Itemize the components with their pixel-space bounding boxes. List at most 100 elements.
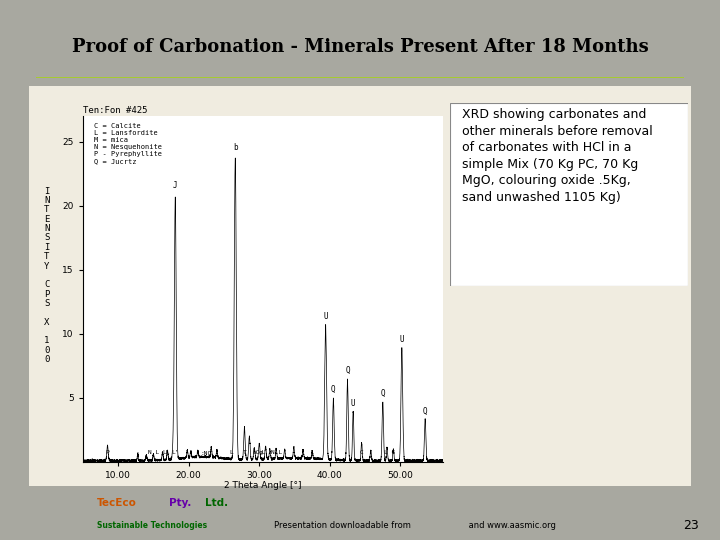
Text: b: b <box>233 143 238 152</box>
Bar <box>36 77 684 78</box>
Text: N L: N L <box>271 450 282 455</box>
Text: Proof of Carbonation - Minerals Present After 18 Months: Proof of Carbonation - Minerals Present … <box>71 38 649 56</box>
Bar <box>36 77 684 78</box>
Bar <box>36 77 684 78</box>
Bar <box>36 77 684 78</box>
Text: Q: Q <box>331 385 336 394</box>
Text: L: L <box>229 450 233 455</box>
Bar <box>36 77 684 78</box>
X-axis label: 2 Theta Angle [°]: 2 Theta Angle [°] <box>224 481 302 490</box>
Bar <box>36 77 684 78</box>
Text: LL: LL <box>162 450 170 455</box>
Text: 23: 23 <box>683 519 698 532</box>
Text: -: - <box>136 450 140 455</box>
Text: J: J <box>173 181 178 190</box>
Bar <box>36 77 684 78</box>
Bar <box>36 77 684 78</box>
Bar <box>36 77 684 78</box>
Text: qL: qL <box>259 450 266 455</box>
Bar <box>36 77 684 78</box>
Bar <box>36 77 684 78</box>
Bar <box>36 77 684 78</box>
Text: TecEco: TecEco <box>97 498 137 508</box>
Bar <box>36 77 684 78</box>
Bar <box>36 77 684 78</box>
Bar <box>36 77 684 78</box>
Text: LC: LC <box>252 450 259 455</box>
Bar <box>36 77 684 78</box>
Bar <box>36 77 684 78</box>
Bar <box>36 77 684 78</box>
Text: L': L' <box>171 450 179 455</box>
Bar <box>36 77 684 78</box>
Text: N L: N L <box>148 450 159 455</box>
Bar <box>36 77 684 78</box>
Text: P: P <box>106 450 109 455</box>
Bar <box>36 77 684 78</box>
Text: :NQ: :NQ <box>201 450 212 455</box>
Bar <box>36 77 684 78</box>
Text: Ten:Fon #425: Ten:Fon #425 <box>83 106 148 116</box>
Bar <box>36 77 684 78</box>
Bar <box>36 77 684 78</box>
Bar <box>36 77 684 78</box>
Text: Presentation downloadable from                      and www.aasmic.org: Presentation downloadable from and www.a… <box>274 521 555 530</box>
Bar <box>36 77 684 78</box>
Bar <box>36 77 684 78</box>
Text: C = Calcite
L = Lansfordite
M = mica
N = Nesquehonite
P - Pyrephyllite
Q = Jucrt: C = Calcite L = Lansfordite M = mica N =… <box>94 123 161 164</box>
Text: Ltd.: Ltd. <box>205 498 228 508</box>
Bar <box>36 77 684 78</box>
Bar <box>36 77 684 78</box>
Bar <box>36 77 684 78</box>
Bar <box>36 77 684 78</box>
Text: L C: L C <box>384 450 395 455</box>
Bar <box>36 77 684 78</box>
Bar <box>36 77 684 78</box>
Text: XRD showing carbonates and
other minerals before removal
of carbonates with HCl : XRD showing carbonates and other mineral… <box>462 108 652 204</box>
Bar <box>36 77 684 78</box>
Bar <box>36 77 684 78</box>
Text: Pty.: Pty. <box>169 498 192 508</box>
Bar <box>36 77 684 78</box>
Bar <box>36 77 684 78</box>
Bar <box>36 77 684 78</box>
Bar <box>36 77 684 78</box>
Bar <box>36 77 684 78</box>
Bar <box>36 77 684 78</box>
Text: Sustainable Technologies: Sustainable Technologies <box>97 521 207 530</box>
Bar <box>36 77 684 78</box>
Text: U: U <box>323 312 328 321</box>
Text: Q: Q <box>380 389 385 397</box>
Bar <box>36 77 684 78</box>
Bar <box>36 77 684 78</box>
Bar <box>36 77 684 78</box>
Text: T: T <box>243 450 247 455</box>
Text: C: C <box>360 450 364 455</box>
Text: U: U <box>351 399 356 408</box>
Bar <box>36 77 684 78</box>
Bar <box>36 77 684 78</box>
Bar <box>36 77 684 78</box>
Bar <box>36 77 684 78</box>
Text: U: U <box>400 335 404 344</box>
Bar <box>36 77 684 78</box>
Text: Q: Q <box>345 366 350 375</box>
Bar <box>36 77 684 78</box>
Bar <box>36 77 684 78</box>
Bar <box>36 77 684 78</box>
Bar <box>36 77 684 78</box>
Bar <box>36 77 684 78</box>
Text: I
N
T
E
N
S
I
T
Y

C
P
S

X

1
0
0: I N T E N S I T Y C P S X 1 0 0 <box>44 187 50 364</box>
Bar <box>36 77 684 78</box>
Bar <box>36 77 684 78</box>
Bar <box>36 77 684 78</box>
Bar <box>36 77 684 78</box>
Bar <box>36 77 684 78</box>
Text: Q: Q <box>423 407 428 416</box>
Bar <box>36 77 684 78</box>
Bar <box>36 77 684 78</box>
Bar <box>36 77 684 78</box>
Bar <box>36 77 684 78</box>
Bar <box>36 77 684 78</box>
Bar <box>36 77 684 78</box>
